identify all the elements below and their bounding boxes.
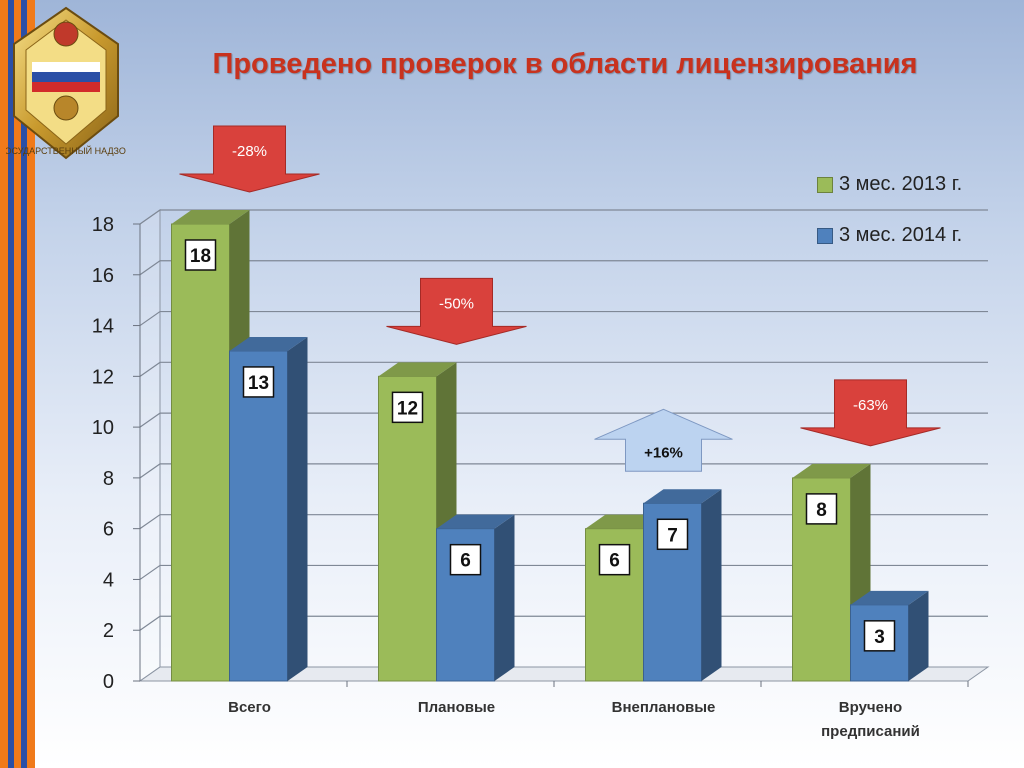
y-tick-label: 8 xyxy=(103,468,114,490)
y-tick-label: 18 xyxy=(92,214,114,236)
page-title: Проведено проверок в области лицензирова… xyxy=(212,48,918,80)
grid-line xyxy=(139,463,988,479)
data-label: 8 xyxy=(816,500,827,521)
emblem-text: ГОСУДАРСТВЕННЫЙ НАДЗОР xyxy=(6,145,126,156)
y-tick-label: 4 xyxy=(103,569,114,591)
bar-top xyxy=(850,590,929,605)
percent-change-label: +16% xyxy=(644,444,683,461)
decrease-arrow xyxy=(386,277,527,345)
left-stripe-orange xyxy=(27,0,35,768)
legend-label-2013: 3 мес. 2013 г. xyxy=(839,173,963,195)
y-tick-label: 16 xyxy=(92,265,114,287)
legend-item-2013: 3 мес. 2013 г. xyxy=(817,173,962,196)
data-label-box xyxy=(449,543,482,576)
data-label: 18 xyxy=(190,246,211,267)
data-label: 7 xyxy=(667,525,678,546)
left-stripe-blue xyxy=(8,0,14,768)
y-tick-label: 14 xyxy=(92,316,114,338)
left-stripe-orange xyxy=(14,0,21,768)
x-category-label: предписаний xyxy=(821,723,920,740)
bar-top xyxy=(171,210,250,224)
percent-change-label: -63% xyxy=(853,397,888,414)
data-label-box xyxy=(863,620,896,652)
left-stripe-blue xyxy=(21,0,27,768)
bar-side xyxy=(908,590,929,681)
y-tick-label: 10 xyxy=(92,417,114,439)
data-label-box xyxy=(242,366,275,398)
data-label-box xyxy=(656,518,689,551)
data-label-box xyxy=(184,239,217,271)
y-tick-label: 0 xyxy=(103,671,114,693)
grid-line xyxy=(139,310,988,327)
y-tick-label: 2 xyxy=(103,620,114,642)
bar-side xyxy=(287,336,308,681)
increase-arrow xyxy=(594,408,733,472)
decrease-arrow xyxy=(179,125,320,193)
grid-line xyxy=(139,209,988,225)
data-label: 6 xyxy=(460,551,471,572)
bar-top xyxy=(229,336,308,351)
data-label: 13 xyxy=(248,373,269,394)
bar-top xyxy=(643,489,722,504)
bar-top xyxy=(436,514,515,529)
data-label: 6 xyxy=(609,551,620,572)
grid-line xyxy=(139,361,988,377)
x-category-label: Вручено xyxy=(839,699,902,716)
data-label: 3 xyxy=(874,627,885,648)
left-stripe-orange xyxy=(0,0,8,768)
grid-line xyxy=(139,260,988,276)
y-tick-label: 6 xyxy=(103,519,114,541)
bar xyxy=(229,350,288,682)
legend-swatch-2014 xyxy=(817,227,833,244)
decrease-arrow xyxy=(800,379,941,447)
bar-side xyxy=(494,514,515,681)
legend-item-2014: 3 мес. 2014 г. xyxy=(817,224,962,247)
bar-top xyxy=(378,362,457,377)
data-label-box xyxy=(391,391,424,424)
percent-change-label: -28% xyxy=(232,143,267,160)
state-supervision-emblem: ГОСУДАРСТВЕННЫЙ НАДЗОР xyxy=(6,6,126,160)
data-label: 12 xyxy=(397,398,418,419)
x-category-label: Внеплановые xyxy=(612,699,716,716)
legend-swatch-2013 xyxy=(817,176,833,193)
y-tick-label: 12 xyxy=(92,366,114,388)
x-category-label: Всего xyxy=(228,699,271,716)
x-category-label: Плановые xyxy=(418,699,495,716)
bar xyxy=(171,223,230,682)
data-label-box xyxy=(805,493,838,525)
chart-side-wall xyxy=(139,209,161,682)
bar-side xyxy=(701,489,722,681)
legend-label-2014: 3 мес. 2014 г. xyxy=(839,224,963,246)
data-label-box xyxy=(598,543,631,576)
bar-top xyxy=(792,463,871,478)
percent-change-label: -50% xyxy=(439,295,474,312)
grid-line xyxy=(139,412,988,428)
bar xyxy=(378,375,437,682)
